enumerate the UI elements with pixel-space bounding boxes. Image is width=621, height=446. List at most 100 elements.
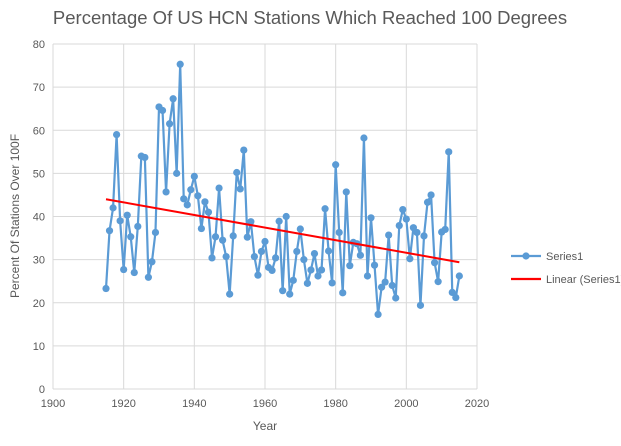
series1-point: [113, 130, 121, 139]
y-tick-label: 70: [33, 82, 45, 94]
series1-point: [148, 258, 156, 266]
x-tick-label: 1960: [253, 398, 277, 410]
series1-point: [307, 266, 315, 274]
series1-point: [300, 256, 308, 264]
series1-point: [441, 225, 449, 234]
series1-point: [286, 290, 294, 298]
series1-point: [215, 184, 223, 192]
series1-point: [367, 214, 375, 222]
series1-point: [328, 279, 336, 287]
series1-point: [406, 255, 414, 263]
y-tick-label: 80: [33, 39, 45, 51]
series1-point: [420, 232, 428, 240]
x-axis-label: Year: [253, 419, 277, 433]
trendline: [105, 198, 460, 264]
series1-point: [250, 253, 258, 261]
series1-point: [123, 211, 131, 219]
series1-point: [247, 218, 255, 226]
y-tick-label: 60: [33, 125, 45, 137]
series1-point: [144, 273, 152, 281]
x-tick-label: 2020: [465, 398, 489, 410]
series1-point: [187, 186, 195, 194]
series1-point: [240, 146, 248, 154]
series1-point: [293, 247, 301, 256]
series1-point: [272, 254, 280, 262]
series1-point: [169, 95, 177, 103]
series1-point: [204, 208, 213, 216]
x-tick-label: 1900: [41, 398, 65, 410]
series1-point: [360, 134, 368, 142]
series1-point: [236, 185, 244, 193]
chart-title: Percentage Of US HCN Stations Which Reac…: [53, 7, 567, 28]
legend-series1-marker: [522, 252, 530, 260]
series1-point: [342, 188, 350, 196]
series1-point: [275, 217, 283, 225]
series1-point: [423, 198, 432, 206]
series1-point: [455, 272, 463, 280]
x-tick-label: 1940: [182, 398, 206, 410]
x-tick-label: 1980: [323, 398, 347, 410]
series1-point: [363, 272, 372, 280]
series1-point: [134, 222, 142, 231]
series1-point: [356, 251, 364, 259]
y-tick-label: 10: [33, 341, 45, 353]
y-tick-label: 0: [39, 384, 45, 396]
y-tick-label: 40: [33, 212, 45, 224]
series1-point: [180, 195, 188, 203]
series1-point: [222, 253, 230, 261]
series1-point: [226, 290, 234, 298]
series1-point: [197, 224, 205, 233]
series1-point: [314, 272, 322, 280]
series1-point: [166, 120, 174, 128]
series1-point: [116, 217, 124, 225]
series1-point: [370, 261, 379, 269]
series1-point: [243, 233, 251, 241]
series1-point: [208, 254, 216, 262]
series1-point: [378, 283, 386, 291]
series1-point: [130, 268, 138, 277]
series1-point: [402, 215, 410, 223]
series1-point: [332, 161, 340, 169]
series1-point: [289, 276, 297, 284]
series1-point: [219, 236, 227, 244]
series1-point: [346, 262, 354, 270]
series1-point: [434, 278, 442, 286]
series1-point: [321, 205, 329, 213]
series1-point: [279, 287, 287, 295]
series1-point: [452, 293, 460, 302]
series1-point: [395, 221, 403, 230]
series1-point: [310, 249, 319, 258]
series1-point: [416, 301, 425, 309]
series1-point: [190, 172, 198, 180]
series1-point: [427, 191, 435, 199]
series1-point: [183, 201, 191, 209]
series1-point: [105, 227, 114, 235]
series1-point: [392, 294, 400, 302]
y-tick-label: 20: [33, 298, 45, 310]
series1-point: [102, 284, 110, 293]
series1-point: [317, 266, 326, 274]
series1-point: [176, 60, 184, 68]
series1-point: [335, 228, 343, 237]
series1-point: [296, 225, 304, 233]
series1-point: [229, 232, 237, 240]
series1-point: [120, 265, 128, 274]
y-tick-label: 50: [33, 168, 45, 180]
series1-point: [254, 271, 262, 279]
series1-point: [268, 266, 276, 275]
series1-point: [388, 281, 396, 290]
series1-point: [431, 259, 439, 267]
series1-point: [399, 206, 407, 214]
series1-point: [127, 233, 135, 241]
series1-point: [303, 279, 311, 287]
legend-series1-label: Series1: [546, 251, 583, 263]
x-tick-label: 1920: [111, 398, 135, 410]
series1-point: [211, 233, 220, 241]
series1-point: [194, 192, 202, 200]
series1-point: [201, 198, 209, 206]
series1-point: [109, 204, 117, 212]
y-tick-label: 30: [33, 255, 45, 267]
series1-point: [151, 228, 160, 237]
